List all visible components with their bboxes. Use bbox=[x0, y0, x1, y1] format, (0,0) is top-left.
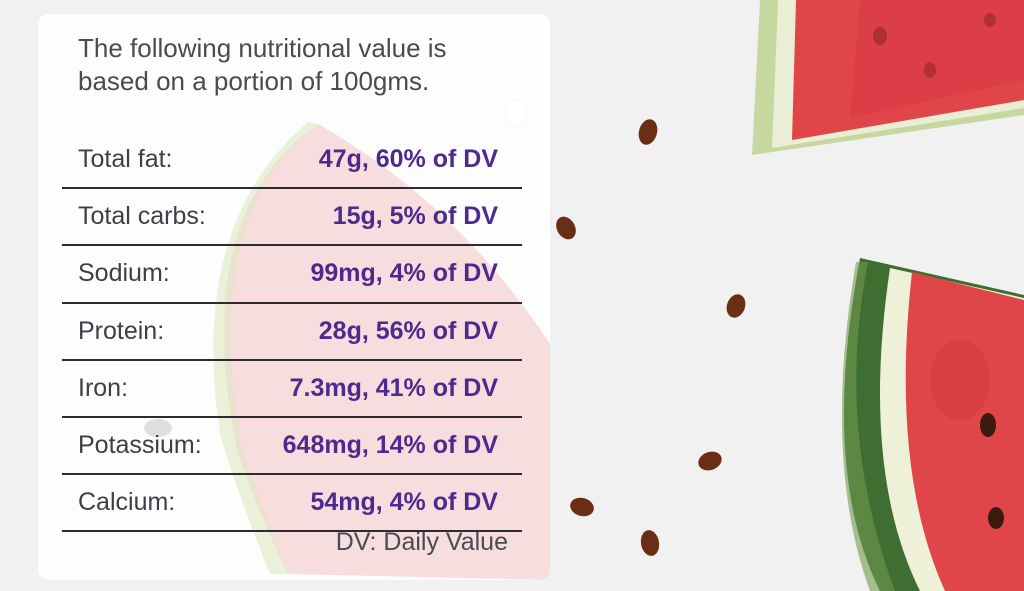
nutrient-label: Potassium: bbox=[78, 431, 202, 460]
nutrient-value: 15g, 5% of DV bbox=[332, 202, 498, 231]
nutrient-value: 54mg, 4% of DV bbox=[310, 488, 498, 517]
nutrition-card: The following nutritional value is based… bbox=[38, 14, 550, 580]
nutrient-label: Sodium: bbox=[78, 259, 170, 288]
nutrient-list: Total fat: 47g, 60% of DV Total carbs: 1… bbox=[62, 132, 522, 533]
nutrient-row-total-carbs: Total carbs: 15g, 5% of DV bbox=[62, 189, 522, 247]
watermelon-slice-bottom bbox=[841, 258, 1024, 591]
nutrient-value: 648mg, 14% of DV bbox=[282, 431, 498, 460]
nutrient-value: 7.3mg, 41% of DV bbox=[289, 373, 498, 402]
intro-text: The following nutritional value is based… bbox=[78, 33, 447, 96]
dv-footnote: DV: Daily Value bbox=[335, 528, 508, 556]
nutrient-label: Calcium: bbox=[78, 488, 176, 517]
nutrient-row-calcium: Calcium: 54mg, 4% of DV bbox=[62, 475, 522, 533]
nutrient-label: Protein: bbox=[78, 316, 165, 345]
nutrient-row-sodium: Sodium: 99mg, 4% of DV bbox=[62, 246, 522, 304]
nutrient-value: 47g, 60% of DV bbox=[318, 145, 498, 174]
nutrient-value: 28g, 56% of DV bbox=[318, 316, 498, 345]
nutrient-label: Total fat: bbox=[78, 145, 173, 174]
nutrient-row-potassium: Potassium: 648mg, 14% of DV bbox=[62, 418, 522, 476]
nutrient-row-protein: Protein: 28g, 56% of DV bbox=[62, 304, 522, 361]
watermelon-slice-top bbox=[752, 0, 1024, 155]
faded-watermelon-slice bbox=[144, 122, 550, 580]
nutrient-value: 99mg, 4% of DV bbox=[310, 259, 498, 288]
nutrient-row-total-fat: Total fat: 47g, 60% of DV bbox=[62, 132, 522, 190]
nutrient-label: Iron: bbox=[78, 373, 129, 402]
nutrient-label: Total carbs: bbox=[78, 202, 206, 231]
nutrient-row-iron: Iron: 7.3mg, 41% of DV bbox=[62, 361, 522, 418]
